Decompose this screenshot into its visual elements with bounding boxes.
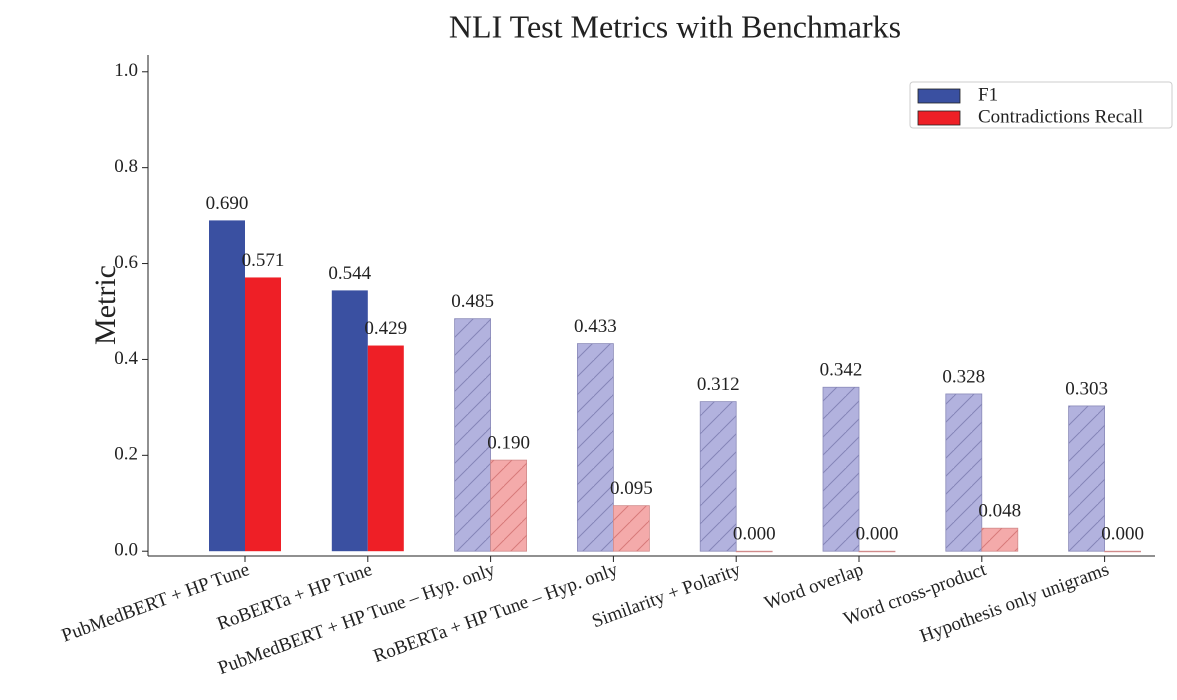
- value-label: 0.429: [364, 318, 407, 339]
- value-label: 0.571: [242, 250, 285, 271]
- value-label: 0.485: [451, 291, 494, 312]
- bar: [367, 345, 404, 552]
- legend-box: [909, 81, 1173, 129]
- legend-label: Contradictions Recall: [978, 106, 1143, 127]
- bar: [735, 550, 773, 553]
- legend-swatch: [917, 88, 961, 104]
- bar: [245, 277, 281, 552]
- value-label: 0.342: [820, 360, 863, 381]
- y-tick-label: 0.0: [114, 540, 138, 561]
- y-tick-label: 0.2: [114, 444, 138, 465]
- bar-hatch: [490, 460, 527, 552]
- bar: [209, 220, 245, 552]
- bar-hatch: [613, 505, 650, 552]
- bar-hatch: [700, 401, 737, 552]
- value-label: 0.000: [733, 524, 776, 545]
- bar-hatch: [1068, 405, 1105, 552]
- chart-title: NLI Test Metrics with Benchmarks: [449, 8, 901, 44]
- value-label: 0.000: [1101, 524, 1144, 545]
- bar-hatch: [577, 343, 614, 552]
- legend-swatch: [917, 110, 961, 126]
- legend-label: F1: [978, 84, 998, 105]
- y-tick-label: 0.6: [114, 252, 138, 273]
- y-tick-label: 0.8: [114, 156, 138, 177]
- y-axis-label: Metric: [89, 265, 122, 345]
- y-tick-label: 0.4: [114, 348, 138, 369]
- bar: [331, 290, 368, 552]
- bar-hatch: [981, 528, 1018, 552]
- value-label: 0.312: [697, 374, 740, 395]
- value-label: 0.328: [942, 366, 985, 387]
- value-label: 0.095: [610, 478, 653, 499]
- bar-hatch: [945, 393, 982, 552]
- value-label: 0.433: [574, 316, 617, 337]
- y-tick-label: 1.0: [114, 60, 138, 81]
- value-label: 0.544: [328, 263, 371, 284]
- value-label: 0.690: [206, 193, 249, 214]
- bar-hatch: [823, 387, 859, 552]
- value-label: 0.303: [1065, 378, 1108, 399]
- value-label: 0.048: [978, 501, 1021, 522]
- bar-hatch: [454, 318, 491, 552]
- value-label: 0.000: [856, 524, 899, 545]
- bar: [1104, 550, 1141, 553]
- value-label: 0.190: [487, 432, 530, 453]
- bar: [858, 550, 896, 553]
